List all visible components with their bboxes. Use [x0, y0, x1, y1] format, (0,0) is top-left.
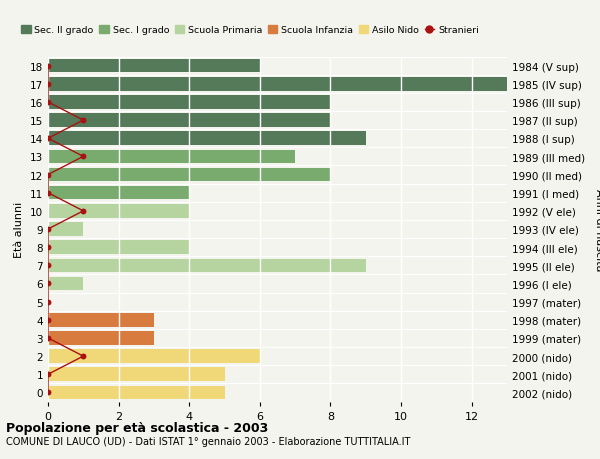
Legend: Sec. II grado, Sec. I grado, Scuola Primaria, Scuola Infanzia, Asilo Nido, Stran: Sec. II grado, Sec. I grado, Scuola Prim… — [17, 22, 482, 39]
Bar — [48, 368, 224, 381]
Point — [43, 298, 53, 306]
Bar — [48, 114, 331, 128]
Text: Popolazione per età scolastica - 2003: Popolazione per età scolastica - 2003 — [6, 421, 268, 435]
Bar — [48, 386, 224, 399]
Point — [43, 335, 53, 342]
Point — [43, 63, 53, 70]
Bar — [48, 313, 154, 327]
Point — [43, 389, 53, 396]
Bar — [48, 150, 295, 164]
Point — [79, 208, 88, 215]
Point — [43, 244, 53, 251]
Bar — [48, 168, 331, 182]
Bar — [48, 277, 83, 291]
Bar — [48, 132, 366, 146]
Point — [43, 262, 53, 269]
Point — [79, 353, 88, 360]
Bar — [48, 205, 189, 218]
Point — [43, 371, 53, 378]
Point — [43, 226, 53, 233]
Point — [43, 81, 53, 88]
Point — [43, 280, 53, 287]
Point — [79, 117, 88, 124]
Point — [79, 153, 88, 161]
Point — [43, 99, 53, 106]
Bar — [48, 96, 331, 109]
Bar — [48, 78, 507, 91]
Bar — [48, 186, 189, 200]
Bar — [48, 241, 189, 254]
Point — [43, 172, 53, 179]
Bar — [48, 350, 260, 363]
Point — [43, 316, 53, 324]
Text: COMUNE DI LAUCO (UD) - Dati ISTAT 1° gennaio 2003 - Elaborazione TUTTITALIA.IT: COMUNE DI LAUCO (UD) - Dati ISTAT 1° gen… — [6, 437, 410, 446]
Bar — [48, 331, 154, 345]
Point — [43, 135, 53, 143]
Y-axis label: Età alunni: Età alunni — [14, 202, 25, 257]
Bar — [48, 223, 83, 236]
Bar — [48, 60, 260, 73]
Point — [43, 190, 53, 197]
Bar — [48, 259, 366, 273]
Y-axis label: Anni di nascita: Anni di nascita — [595, 188, 600, 271]
